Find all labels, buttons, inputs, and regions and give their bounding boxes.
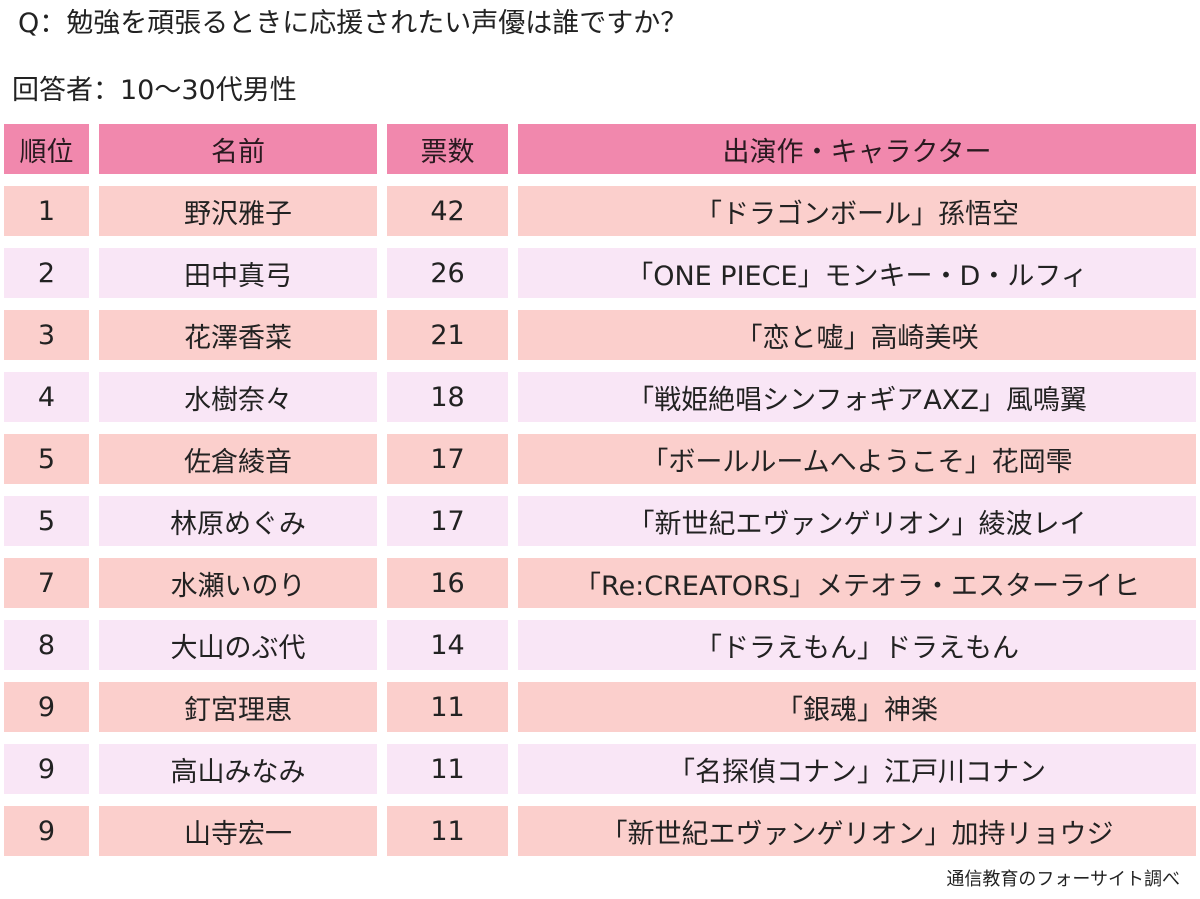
name-cell: 水瀬いのり <box>99 558 377 608</box>
name-cell: 釘宮理恵 <box>99 682 377 732</box>
work-cell: 「ドラえもん」ドラえもん <box>518 620 1196 670</box>
name-cell: 野沢雅子 <box>99 186 377 236</box>
rank-cell: 7 <box>4 558 89 608</box>
votes-cell: 42 <box>387 186 508 236</box>
header-rank: 順位 <box>4 124 89 174</box>
rank-cell: 3 <box>4 310 89 360</box>
rank-cell: 9 <box>4 806 89 856</box>
votes-cell: 18 <box>387 372 508 422</box>
votes-cell: 26 <box>387 248 508 298</box>
rank-cell: 5 <box>4 496 89 546</box>
table-row: 4 水樹奈々 18 「戦姫絶唱シンフォギアAXZ」風鳴翼 <box>4 372 1196 422</box>
work-cell: 「新世紀エヴァンゲリオン」加持リョウジ <box>518 806 1196 856</box>
work-cell: 「戦姫絶唱シンフォギアAXZ」風鳴翼 <box>518 372 1196 422</box>
name-cell: 田中真弓 <box>99 248 377 298</box>
table-row: 9 高山みなみ 11 「名探偵コナン」江戸川コナン <box>4 744 1196 794</box>
rank-cell: 5 <box>4 434 89 484</box>
header-votes: 票数 <box>387 124 508 174</box>
work-cell: 「新世紀エヴァンゲリオン」綾波レイ <box>518 496 1196 546</box>
header-work: 出演作・キャラクター <box>518 124 1196 174</box>
name-cell: 花澤香菜 <box>99 310 377 360</box>
work-cell: 「ONE PIECE」モンキー・D・ルフィ <box>518 248 1196 298</box>
name-cell: 佐倉綾音 <box>99 434 377 484</box>
table-row: 3 花澤香菜 21 「恋と嘘」高崎美咲 <box>4 310 1196 360</box>
table-row: 9 山寺宏一 11 「新世紀エヴァンゲリオン」加持リョウジ <box>4 806 1196 856</box>
name-cell: 林原めぐみ <box>99 496 377 546</box>
source-credit: 通信教育のフォーサイト調べ <box>946 869 1180 890</box>
work-cell: 「名探偵コナン」江戸川コナン <box>518 744 1196 794</box>
work-cell: 「ドラゴンボール」孫悟空 <box>518 186 1196 236</box>
table-row: 2 田中真弓 26 「ONE PIECE」モンキー・D・ルフィ <box>4 248 1196 298</box>
work-cell: 「Re:CREATORS」メテオラ・エスターライヒ <box>518 558 1196 608</box>
rank-cell: 9 <box>4 744 89 794</box>
rank-cell: 2 <box>4 248 89 298</box>
rank-cell: 9 <box>4 682 89 732</box>
ranking-table: 順位 名前 票数 出演作・キャラクター 1 野沢雅子 42 「ドラゴンボール」孫… <box>4 124 1196 868</box>
respondents-label: 回答者：10〜30代男性 <box>12 75 297 106</box>
table-row: 1 野沢雅子 42 「ドラゴンボール」孫悟空 <box>4 186 1196 236</box>
header-name: 名前 <box>99 124 377 174</box>
votes-cell: 17 <box>387 496 508 546</box>
table-header-row: 順位 名前 票数 出演作・キャラクター <box>4 124 1196 174</box>
work-cell: 「恋と嘘」高崎美咲 <box>518 310 1196 360</box>
votes-cell: 17 <box>387 434 508 484</box>
table-row: 8 大山のぶ代 14 「ドラえもん」ドラえもん <box>4 620 1196 670</box>
rank-cell: 1 <box>4 186 89 236</box>
votes-cell: 11 <box>387 744 508 794</box>
votes-cell: 11 <box>387 682 508 732</box>
name-cell: 高山みなみ <box>99 744 377 794</box>
rank-cell: 4 <box>4 372 89 422</box>
votes-cell: 21 <box>387 310 508 360</box>
work-cell: 「銀魂」神楽 <box>518 682 1196 732</box>
table-row: 9 釘宮理恵 11 「銀魂」神楽 <box>4 682 1196 732</box>
votes-cell: 11 <box>387 806 508 856</box>
question-title: Q：勉強を頑張るときに応援されたい声優は誰ですか？ <box>18 8 688 39</box>
votes-cell: 14 <box>387 620 508 670</box>
votes-cell: 16 <box>387 558 508 608</box>
name-cell: 大山のぶ代 <box>99 620 377 670</box>
rank-cell: 8 <box>4 620 89 670</box>
table-row: 5 佐倉綾音 17 「ボールルームへようこそ」花岡雫 <box>4 434 1196 484</box>
table-row: 7 水瀬いのり 16 「Re:CREATORS」メテオラ・エスターライヒ <box>4 558 1196 608</box>
name-cell: 山寺宏一 <box>99 806 377 856</box>
work-cell: 「ボールルームへようこそ」花岡雫 <box>518 434 1196 484</box>
table-row: 5 林原めぐみ 17 「新世紀エヴァンゲリオン」綾波レイ <box>4 496 1196 546</box>
name-cell: 水樹奈々 <box>99 372 377 422</box>
